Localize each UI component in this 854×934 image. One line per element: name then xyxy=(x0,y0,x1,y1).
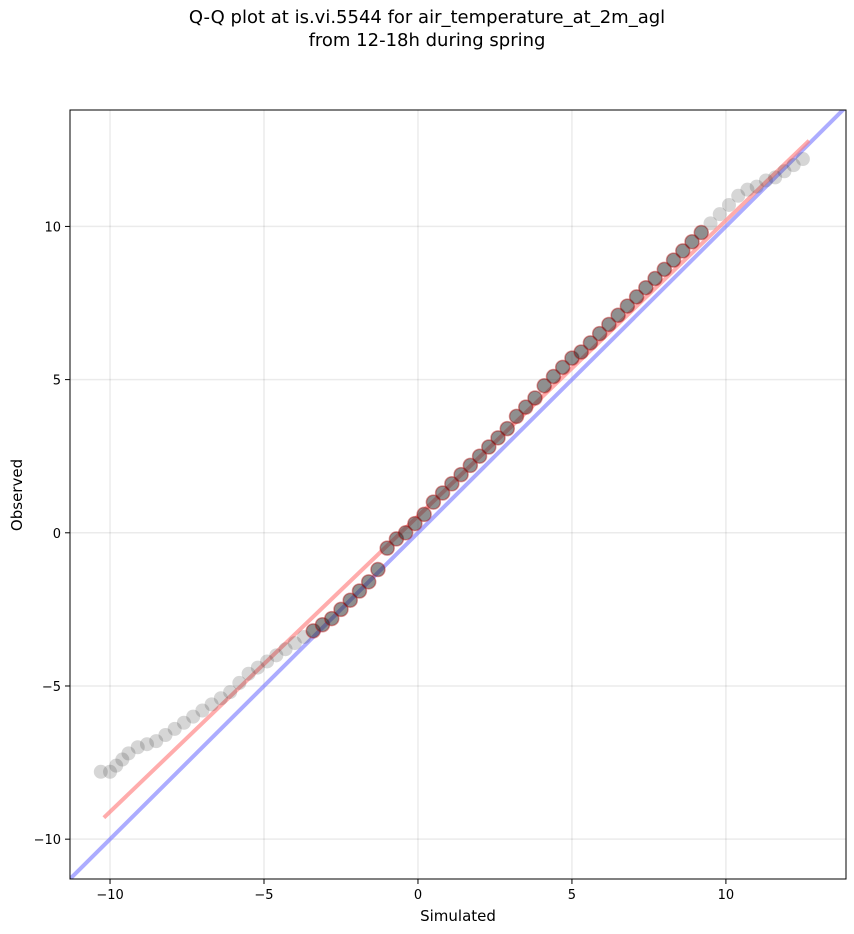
quantile-point xyxy=(675,243,691,259)
quantile-point xyxy=(591,325,608,342)
quantile-point xyxy=(721,197,736,212)
y-axis-label: Observed xyxy=(8,459,26,531)
quantile-point xyxy=(323,610,340,627)
x-tick-label: −5 xyxy=(254,888,273,903)
quantile-point xyxy=(601,316,617,333)
quantile-point xyxy=(619,298,636,314)
quantile-point xyxy=(425,494,442,510)
quantile-point xyxy=(471,448,488,464)
quantile-point xyxy=(434,485,451,501)
quantile-point xyxy=(490,430,506,446)
quantile-point xyxy=(269,648,284,663)
plot-frame xyxy=(69,109,847,880)
quantile-point xyxy=(795,152,810,167)
quantile-point xyxy=(223,685,238,700)
quantile-point xyxy=(582,335,599,351)
quantile-point xyxy=(665,252,682,268)
quantile-point xyxy=(768,170,783,185)
quantile-point xyxy=(453,466,469,483)
quantile-point xyxy=(777,164,792,179)
quantile-point xyxy=(93,764,108,779)
quantile-point xyxy=(628,289,645,305)
quantile-point xyxy=(786,158,801,173)
quantile-point xyxy=(758,173,773,188)
quantile-point xyxy=(656,261,673,278)
y-tick-label: 10 xyxy=(44,220,61,235)
quantile-point xyxy=(232,675,247,690)
quantile-point xyxy=(370,561,386,578)
quantile-point xyxy=(103,764,118,779)
quantile-point xyxy=(444,476,460,492)
quantile-point xyxy=(610,307,626,324)
quantile-point xyxy=(342,592,358,608)
chart-title-line-2: from 12-18h during spring xyxy=(308,30,546,51)
x-tick-label: 0 xyxy=(414,888,422,903)
x-tick-label: 10 xyxy=(718,888,735,903)
quantile-point xyxy=(517,399,534,415)
quantile-point xyxy=(287,636,302,651)
chart-title-line-1: Q-Q plot at is.vi.5544 for air_temperatu… xyxy=(188,7,666,28)
x-tick-label: −10 xyxy=(96,888,123,903)
quantile-point xyxy=(416,506,432,523)
quantile-point xyxy=(213,691,228,706)
quantile-point xyxy=(749,179,764,194)
identity-line xyxy=(70,110,846,879)
quantile-point xyxy=(250,660,265,675)
quantile-point xyxy=(204,697,219,712)
quantile-point xyxy=(109,758,124,773)
quantile-point xyxy=(684,233,700,250)
quantile-point xyxy=(139,737,154,752)
grid-lines xyxy=(70,110,846,879)
reference-lines xyxy=(70,110,846,879)
x-axis-label: Simulated xyxy=(420,907,496,925)
quantile-point xyxy=(360,574,377,590)
axis-ticks: −10 −5 0 5 10 −10 −5 0 5 10 xyxy=(34,220,735,903)
y-tick-label: −10 xyxy=(34,833,61,848)
quantile-point xyxy=(712,207,727,222)
quantile-point xyxy=(545,368,562,385)
quantile-point xyxy=(573,344,589,360)
quantile-point xyxy=(158,728,173,743)
y-tick-label: 0 xyxy=(53,527,61,542)
quantile-point xyxy=(554,359,571,376)
quantile-point xyxy=(647,270,663,287)
quantile-point xyxy=(195,703,210,718)
chart-title: Q-Q plot at is.vi.5544 for air_temperatu… xyxy=(0,6,854,52)
quantile-point xyxy=(379,540,395,556)
x-tick-label: 5 xyxy=(568,888,576,903)
quantile-point xyxy=(121,746,136,761)
quantile-point xyxy=(351,583,368,599)
quantile-point xyxy=(693,224,710,241)
quantile-point xyxy=(527,390,543,406)
quantile-point xyxy=(638,279,654,296)
quantile-point xyxy=(536,377,552,394)
quantile-point xyxy=(167,721,182,736)
quantile-point xyxy=(397,525,414,541)
quantile-point xyxy=(731,188,746,203)
quantile-point xyxy=(149,734,164,749)
quantile-point xyxy=(186,709,201,724)
quantile-point xyxy=(407,515,423,532)
y-tick-label: 5 xyxy=(53,374,61,389)
quantile-point xyxy=(481,439,497,455)
quantile-point xyxy=(333,601,349,618)
quantile-point xyxy=(115,752,130,767)
quantile-point xyxy=(499,420,516,437)
quantile-points xyxy=(93,152,810,779)
quantile-point xyxy=(176,715,191,730)
quantile-point xyxy=(462,457,479,474)
quantile-point xyxy=(278,642,293,657)
quantile-point xyxy=(241,666,256,681)
y-tick-label: −5 xyxy=(42,680,61,695)
quantile-point xyxy=(260,654,275,669)
quantile-point xyxy=(703,216,718,231)
quantile-point xyxy=(740,182,755,197)
quantile-point xyxy=(130,740,145,755)
quantile-point xyxy=(508,408,525,425)
